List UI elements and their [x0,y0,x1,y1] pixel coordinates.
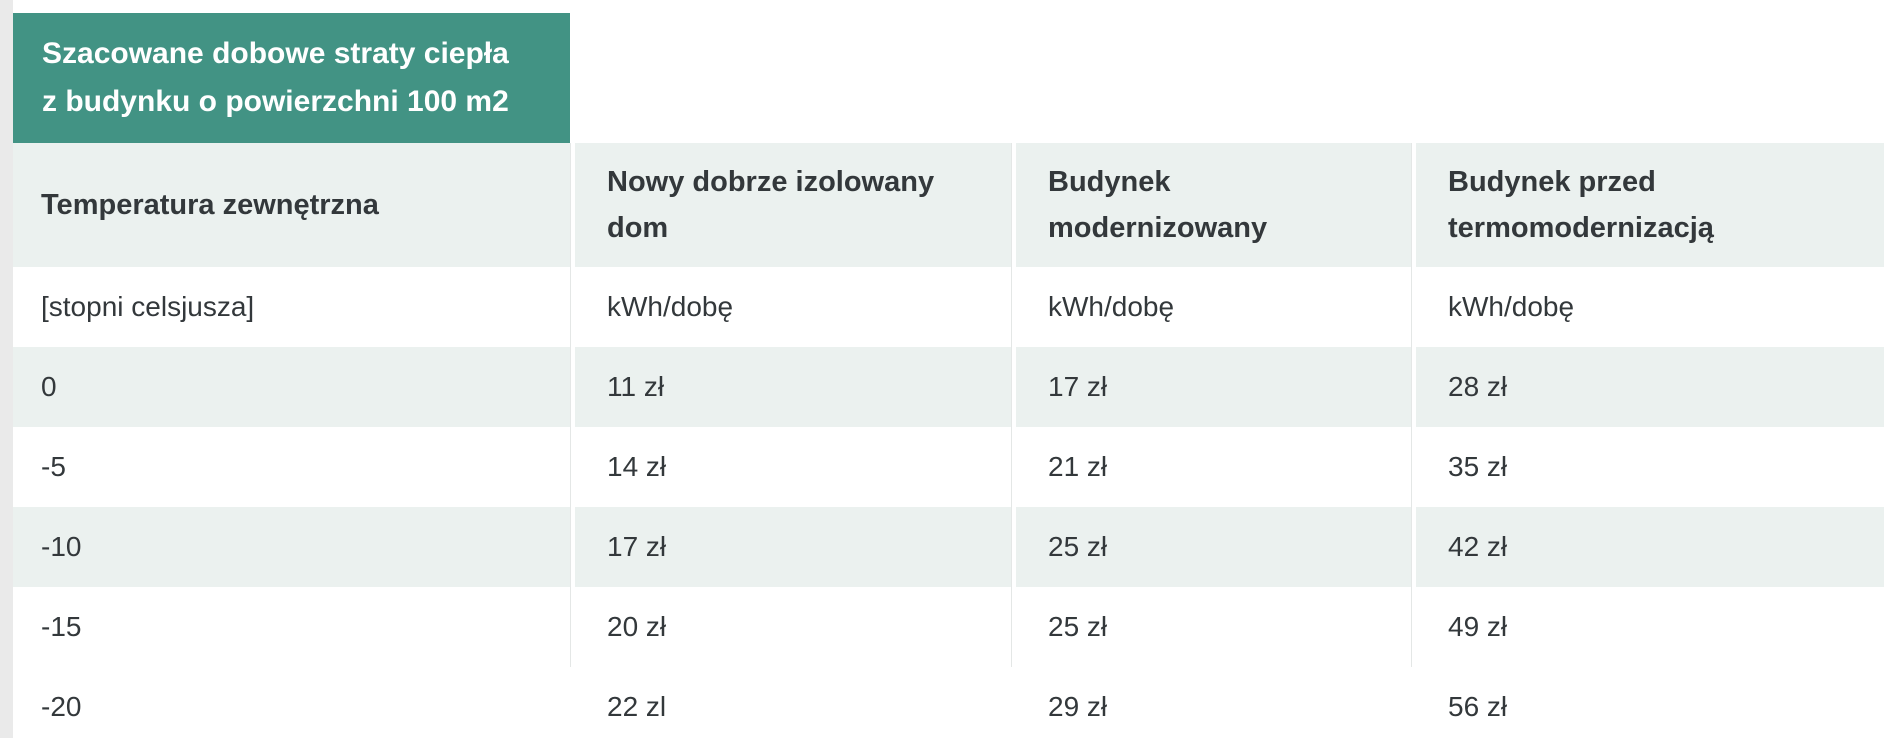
header-row: Temperatura zewnętrzna Nowy dobrze izolo… [13,143,1884,267]
table-row: -10 17 zł 25 zł 42 zł [13,507,1884,587]
banner-title-line2: z budynku o powierzchni 100 m2 [42,85,509,118]
value-cell: 11 zł [570,347,1011,427]
value-cell: 29 zł [1011,667,1411,747]
value-cell: 21 zł [1011,427,1411,507]
units-row: [stopni celsjusza] kWh/dobę kWh/dobę kWh… [13,267,1884,347]
units-cell: kWh/dobę [570,267,1011,347]
value-cell: 25 zł [1011,507,1411,587]
value-cell: 22 zl [570,667,1011,747]
table-row: -5 14 zł 21 zł 35 zł [13,427,1884,507]
value-cell: 25 zł [1011,587,1411,667]
units-cell: kWh/dobę [1011,267,1411,347]
value-cell: 20 zł [570,587,1011,667]
temperature-cell: -10 [13,507,570,587]
value-cell: 17 zł [1011,347,1411,427]
value-cell: 49 zł [1411,587,1884,667]
table-row: -15 20 zł 25 zł 49 zł [13,587,1884,667]
page-content: Szacowane dobowe straty ciepła z budynku… [13,13,1884,747]
value-cell: 56 zł [1411,667,1884,747]
units-cell: kWh/dobę [1411,267,1884,347]
value-cell: 42 zł [1411,507,1884,587]
value-cell: 35 zł [1411,427,1884,507]
temperature-cell: -20 [13,667,570,747]
table-title-banner: Szacowane dobowe straty ciepła z budynku… [13,13,570,143]
column-header-modernized-building: Budynek modernizowany [1011,143,1411,267]
units-cell: [stopni celsjusza] [13,267,570,347]
value-cell: 14 zł [570,427,1011,507]
temperature-cell: 0 [13,347,570,427]
table-row: -20 22 zl 29 zł 56 zł [13,667,1884,747]
column-header-new-insulated-house: Nowy dobrze izolowany dom [570,143,1011,267]
table-row: 0 11 zł 17 zł 28 zł [13,347,1884,427]
banner-title-line1: Szacowane dobowe straty ciepła [42,37,509,70]
value-cell: 28 zł [1411,347,1884,427]
column-header-temperature: Temperatura zewnętrzna [13,143,570,267]
temperature-cell: -5 [13,427,570,507]
temperature-cell: -15 [13,587,570,667]
value-cell: 17 zł [570,507,1011,587]
page-left-margin [0,0,13,738]
heat-loss-table: Temperatura zewnętrzna Nowy dobrze izolo… [13,143,1884,747]
column-header-before-thermomodernization: Budynek przed termomodernizacją [1411,143,1884,267]
